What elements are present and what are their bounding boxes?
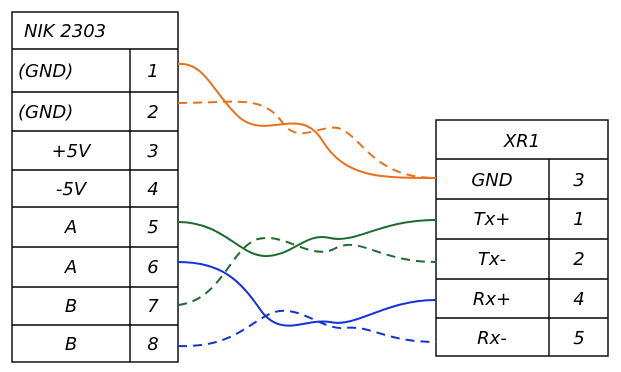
wire-tx-plus-pin5 — [177, 219, 437, 258]
right-row-5-name: Rx- — [477, 328, 507, 349]
wire-tx-minus-pin7-dashed — [177, 236, 437, 306]
right-connector-table: XR1 GND 3 Tx+ 1 Tx- 2 Rx+ 4 Rx- 5 — [435, 119, 609, 357]
wire-rx-minus-pin8-dashed — [177, 309, 437, 348]
left-row-5-pin: 5 — [147, 217, 158, 238]
left-row-1-pin: 1 — [147, 61, 158, 82]
left-row-8-pin: 8 — [147, 334, 158, 355]
left-row-5-name: A — [64, 217, 77, 238]
wire-gnd-pin2-dashed — [177, 100, 437, 179]
wire-gnd-pin1 — [177, 62, 437, 179]
left-row-6-pin: 6 — [147, 257, 158, 278]
right-row-4-pin: 4 — [573, 289, 584, 310]
right-row-1-pin: 3 — [573, 170, 584, 191]
left-row-2-pin: 2 — [147, 102, 158, 123]
left-table-title: NIK 2303 — [24, 21, 106, 42]
left-row-7-pin: 7 — [147, 296, 159, 317]
right-row-4-name: Rx+ — [473, 289, 511, 310]
left-row-4-name: -5V — [56, 179, 88, 200]
right-row-2-pin: 1 — [573, 209, 584, 230]
left-row-3-pin: 3 — [147, 141, 158, 162]
right-row-3-pin: 2 — [573, 249, 584, 270]
right-row-2-name: Tx+ — [474, 209, 511, 230]
right-table-title: XR1 — [503, 131, 540, 152]
left-row-6-name: A — [64, 257, 77, 278]
wires — [177, 62, 437, 348]
left-row-2-name: (GND) — [18, 102, 73, 123]
right-row-5-pin: 5 — [573, 328, 584, 349]
right-row-1-name: GND — [471, 170, 512, 191]
left-row-3-name: +5V — [52, 141, 93, 162]
right-row-3-name: Tx- — [478, 249, 506, 270]
wire-rx-plus-pin6 — [177, 261, 437, 327]
left-row-4-pin: 4 — [147, 179, 158, 200]
left-row-1-name: (GND) — [18, 61, 73, 82]
left-row-7-name: B — [65, 296, 77, 317]
left-row-8-name: B — [65, 334, 77, 355]
left-connector-table: NIK 2303 (GND) 1 (GND) 2 +5V 3 -5V 4 A 5… — [11, 11, 179, 363]
